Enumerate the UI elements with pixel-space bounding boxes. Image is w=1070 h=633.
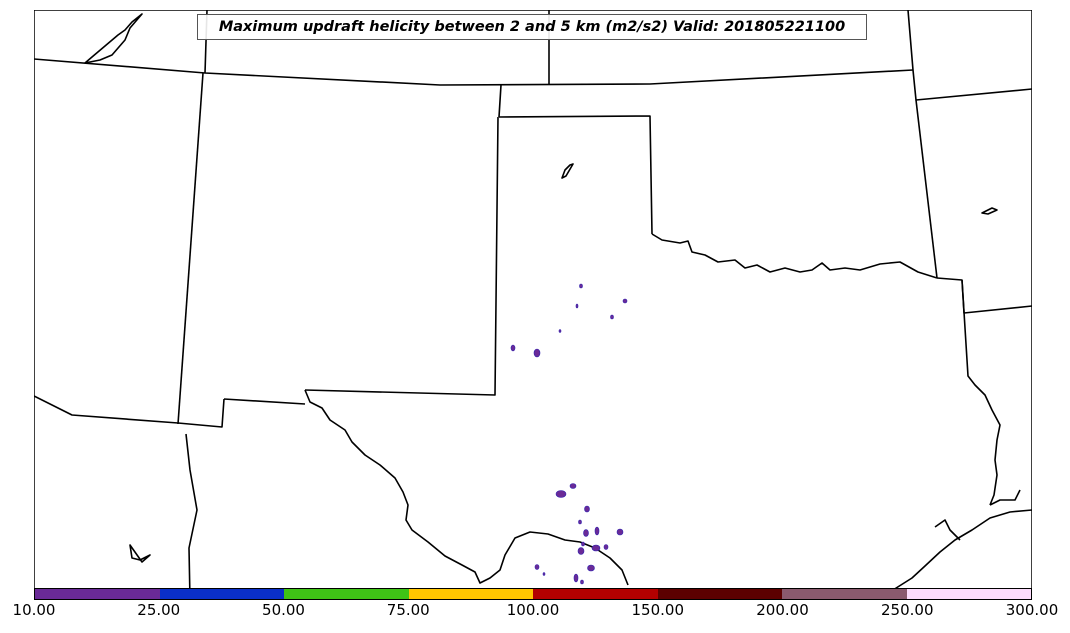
boundary-north bbox=[34, 58, 914, 86]
boundary-co-ut bbox=[177, 72, 204, 425]
map-title-box: Maximum updraft helicity between 2 and 5… bbox=[197, 14, 867, 40]
helicity-cell bbox=[573, 573, 579, 583]
helicity-cell bbox=[610, 314, 614, 320]
helicity-cell bbox=[579, 283, 583, 289]
helicity-cell bbox=[622, 298, 628, 304]
helicity-cell bbox=[616, 528, 624, 536]
boundary-nm-tx bbox=[177, 398, 306, 428]
boundary-gulf-coast bbox=[892, 509, 1032, 591]
colorbar-tick-label: 50.00 bbox=[262, 601, 305, 619]
lake-3 bbox=[129, 544, 151, 563]
map-frame: Maximum updraft helicity between 2 and 5… bbox=[34, 10, 1032, 600]
boundary-ok-panhandle bbox=[498, 115, 653, 235]
boundary-mo-ok bbox=[915, 99, 938, 279]
helicity-cell bbox=[555, 490, 567, 498]
helicity-cell bbox=[587, 564, 595, 572]
colorbar-segment bbox=[533, 589, 658, 599]
boundary-nm-az bbox=[185, 433, 198, 600]
boundary-mo-ia bbox=[907, 10, 1032, 101]
boundary-tx-la bbox=[961, 279, 1001, 506]
colorbar bbox=[34, 588, 1032, 600]
map-canvas bbox=[34, 10, 1032, 600]
colorbar-segment bbox=[408, 589, 533, 599]
boundary-tx-panhandle bbox=[304, 116, 499, 396]
helicity-cell bbox=[581, 541, 585, 547]
colorbar-segment bbox=[657, 589, 782, 599]
helicity-cell bbox=[569, 483, 577, 489]
colorbar-segment bbox=[35, 589, 160, 599]
helicity-cell bbox=[575, 303, 579, 309]
colorbar-segment bbox=[782, 589, 907, 599]
colorbar-tick-label: 100.00 bbox=[506, 601, 560, 619]
shoreline-ne bbox=[934, 519, 961, 541]
helicity-cell bbox=[584, 505, 590, 513]
helicity-cell bbox=[583, 529, 589, 537]
helicity-cell bbox=[603, 544, 609, 550]
helicity-cell bbox=[558, 329, 562, 333]
helicity-cell bbox=[594, 526, 600, 536]
boundary-nv-az bbox=[34, 395, 179, 424]
boundary-red-river bbox=[651, 233, 938, 279]
colorbar-tick-label: 250.00 bbox=[881, 601, 934, 619]
helicity-cell bbox=[591, 544, 601, 552]
lake-2 bbox=[981, 207, 998, 215]
colorbar-tick-label: 200.00 bbox=[756, 601, 809, 619]
helicity-cell bbox=[542, 572, 546, 576]
helicity-field bbox=[510, 283, 628, 585]
map-border bbox=[34, 10, 1032, 600]
colorbar-tick-label: 75.00 bbox=[386, 601, 430, 619]
colorbar-tick-label: 150.00 bbox=[631, 601, 685, 619]
state-boundaries bbox=[34, 10, 1032, 600]
helicity-cell bbox=[533, 348, 541, 358]
boundary-ks-co bbox=[498, 84, 502, 118]
map-title: Maximum updraft helicity between 2 and 5… bbox=[218, 19, 846, 35]
lake-4 bbox=[84, 13, 143, 64]
colorbar-segment bbox=[284, 589, 409, 599]
helicity-cell bbox=[534, 564, 540, 570]
helicity-cell bbox=[578, 519, 582, 525]
helicity-cell bbox=[577, 547, 585, 555]
boundary-rio-grande bbox=[304, 389, 629, 586]
colorbar-ticks: 10.00 25.00 50.00 75.00 100.00 150.00 200.00 25… bbox=[0, 601, 1070, 631]
lake-1 bbox=[561, 163, 574, 179]
colorbar-tick-label: 25.00 bbox=[137, 601, 181, 619]
colorbar-segment bbox=[906, 589, 1031, 599]
colorbar-segment bbox=[159, 589, 284, 599]
colorbar-tick-label: 10.00 bbox=[12, 601, 56, 619]
helicity-cell bbox=[510, 344, 516, 352]
helicity-cell bbox=[580, 579, 584, 585]
boundary-east-texas-coast bbox=[989, 489, 1021, 506]
colorbar-tick-label: 300.00 bbox=[1005, 601, 1059, 619]
